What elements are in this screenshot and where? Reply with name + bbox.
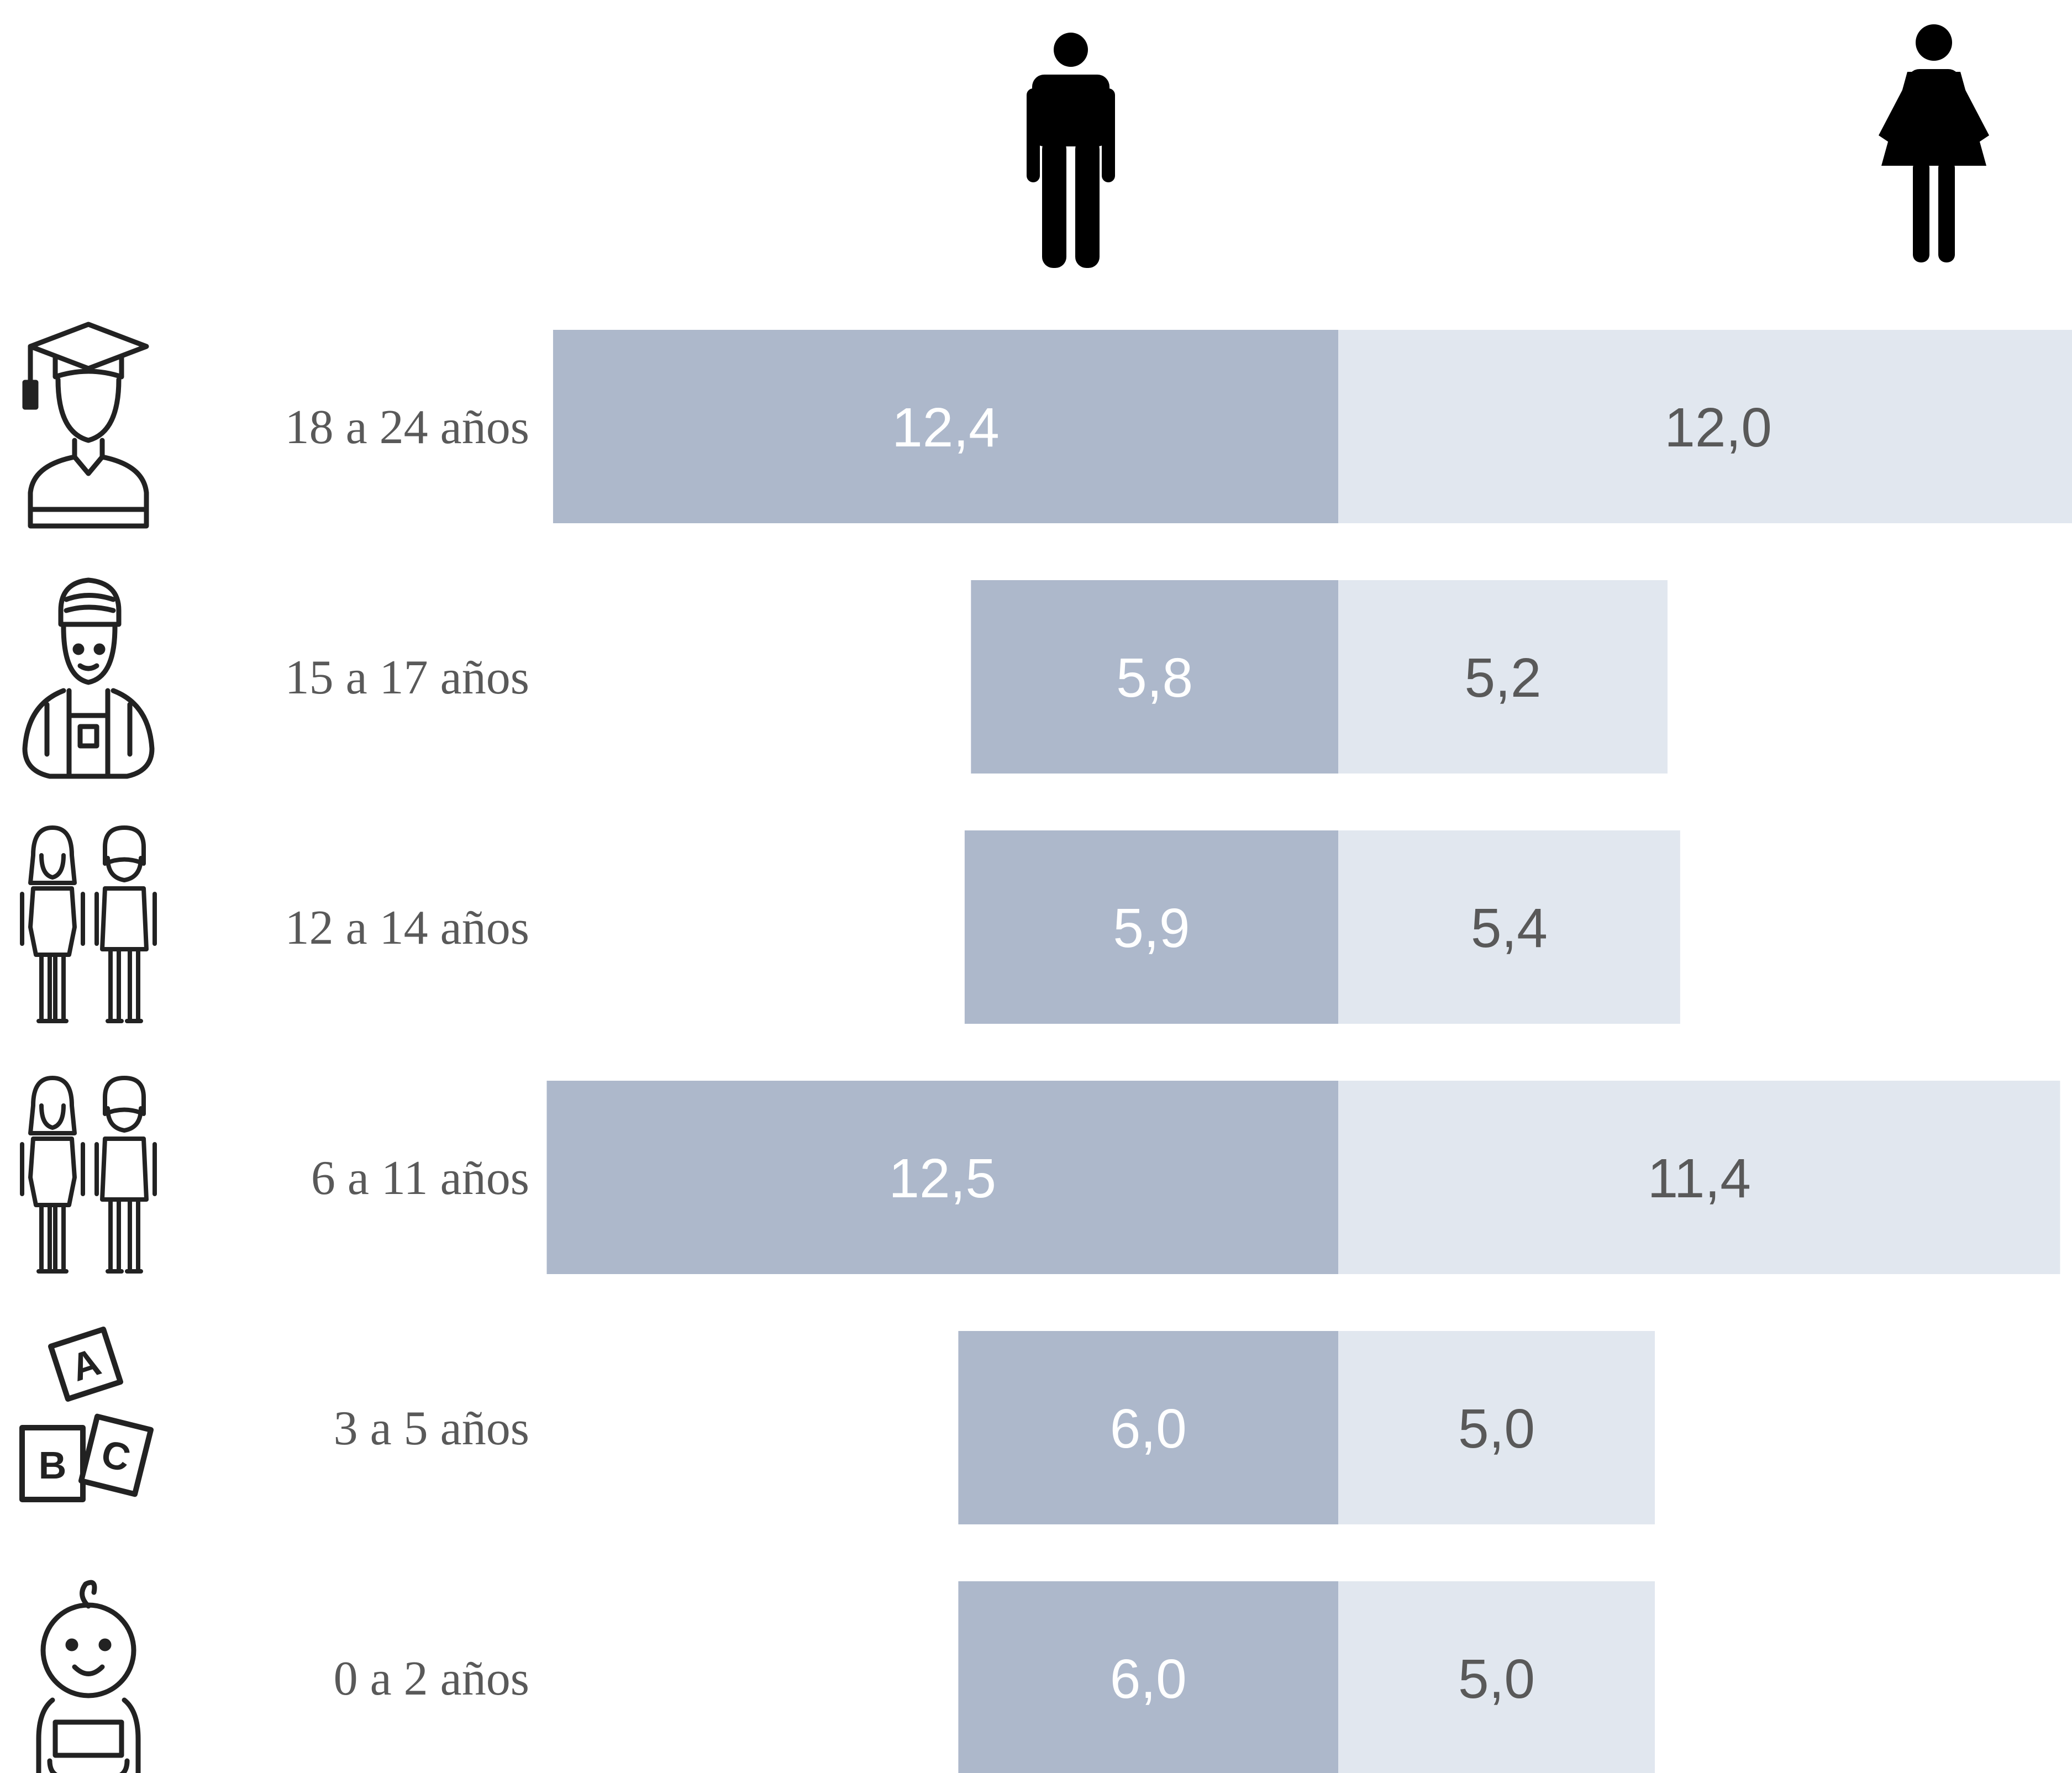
male-bar [971,580,1338,774]
age-group-label: 12 a 14 años [285,901,529,955]
female-bar [1338,330,2072,523]
female-bar [1338,1331,1655,1524]
male-value-label: 12,4 [892,397,1000,459]
bar-row: 0 a 2 años 6,0 5,0 [39,1581,1655,1773]
male-value-label: 5,8 [1116,647,1193,709]
male-figure-icon [1027,33,1115,268]
male-legend [1027,33,1115,268]
bar-row: 6 a 11 años 12,5 11,4 [22,1078,2060,1274]
female-legend [1879,24,1989,262]
age-group-label: 6 a 11 años [311,1151,529,1205]
female-bar [1338,1581,1655,1773]
bar-row: 18 a 24 años 12,4 12,0 [25,324,2072,526]
female-value-label: 5,2 [1464,647,1541,709]
age-group-label: 15 a 17 años [285,651,529,704]
male-value-label: 5,9 [1113,897,1190,959]
male-value-label: 6,0 [1110,1648,1187,1710]
baby-icon [39,1582,138,1773]
bar-row: 15 a 17 años 5,8 5,2 [25,580,1668,776]
male-bar [546,1081,1338,1274]
female-bar [1338,1081,2060,1274]
teenager-icon [25,580,152,776]
female-value-label: 5,0 [1458,1398,1535,1460]
graduate-icon [25,324,146,526]
female-value-label: 11,4 [1648,1148,1751,1209]
bars-layer: 18 a 24 años 12,4 12,0 15 a 17 años 5,8 5,2 12… [22,324,2072,1773]
male-value-label: 6,0 [1110,1398,1187,1460]
age-group-label: 18 a 24 años [285,401,529,454]
age-group-label: 0 a 2 años [334,1652,529,1706]
bar-row: 12 a 14 años 5,9 5,4 [22,828,1680,1024]
female-figure-icon [1879,24,1989,262]
bar-row: 3 a 5 años 6,0 5,0 [22,1329,1655,1524]
male-bar [553,330,1339,523]
age-group-label: 3 a 5 años [334,1402,529,1455]
male-bar [958,1331,1338,1524]
male-value-label: 12,5 [888,1148,996,1209]
female-value-label: 12,0 [1664,397,1772,459]
female-value-label: 5,4 [1471,897,1548,959]
male-bar [964,830,1338,1024]
female-value-label: 5,0 [1458,1648,1535,1710]
school-children-icon [22,828,155,1021]
school-children-icon [22,1078,155,1271]
female-bar [1338,830,1680,1024]
male-bar [958,1581,1338,1773]
abc-blocks-icon [22,1329,151,1500]
female-bar [1338,580,1668,774]
